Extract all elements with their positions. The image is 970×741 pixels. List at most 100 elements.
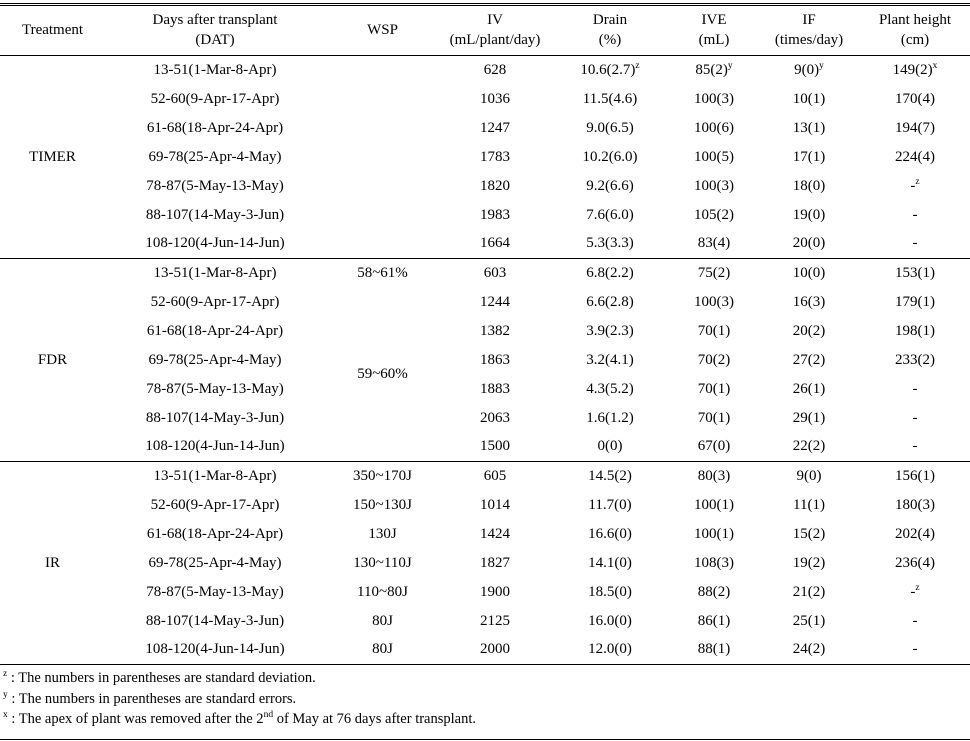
col-header-wsp: WSP (325, 4, 440, 56)
col-header-treatment: Treatment (0, 4, 105, 56)
table-row: 78-87(5-May-13-May) 110~80J 1900 18.5(0) 88(… (0, 578, 970, 607)
plant-height-cell: 202(4) (895, 525, 935, 542)
treatment-data-table: Treatment Days after transplant (DAT) WSP… (0, 3, 970, 665)
col-header-iv: IV (mL/plant/day) (440, 4, 550, 56)
iv-cell: 1247 (480, 119, 510, 136)
ive-cell: 70(2) (697, 351, 731, 368)
header-row: Treatment Days after transplant (DAT) WSP… (0, 4, 970, 56)
ive-cell: 100(1) (694, 525, 734, 542)
iv-cell: 1424 (480, 525, 510, 542)
plant-height-cell: 179(1) (895, 293, 935, 310)
table-row: 52-60(9-Apr-17-Apr) 59~60% 1244 6.6(2.8) 100… (0, 288, 970, 382)
treatment-cell: TIMER (0, 55, 105, 259)
drain-cell: 3.2(4.1) (586, 351, 634, 368)
header-subline: (times/day) (774, 31, 844, 48)
header-subline: (%) (598, 31, 622, 48)
if-cell: 18(0) (792, 177, 826, 194)
iv-cell: 2000 (480, 641, 510, 658)
ive-cell: 70(1) (697, 409, 731, 426)
if-cell: 19(0) (792, 206, 826, 223)
table-row: 69-78(25-Apr-4-May) 1863 3.2(4.1) 70(2) 27(2… (0, 346, 970, 375)
plant-height-cell: 233(2) (895, 351, 935, 368)
treatment-cell: FDR (0, 258, 105, 462)
dat-cell: 61-68(18-Apr-24-Apr) (146, 525, 284, 542)
dat-cell: 61-68(18-Apr-24-Apr) (146, 322, 284, 339)
if-cell: 25(1) (792, 612, 826, 629)
table-row: 78-87(5-May-13-May) 1820 9.2(6.6) 100(3) 18(… (0, 172, 970, 201)
table-row: 78-87(5-May-13-May) 1883 4.3(5.2) 70(1) 26(1… (0, 375, 970, 404)
iv-cell: 605 (440, 461, 550, 491)
dat-cell: 52-60(9-Apr-17-Apr) (150, 90, 280, 107)
dat-cell: 88-107(14-May-3-Jun) (145, 206, 285, 223)
if-cell: 10(1) (792, 90, 826, 107)
plant-height-cell: 194(7) (895, 119, 935, 136)
if-cell: 22(2) (792, 438, 826, 455)
header-subline: (cm) (900, 31, 930, 48)
ive-cell: 100(3) (694, 293, 734, 310)
col-header-if: IF (times/day) (758, 4, 860, 56)
header-line: IV (487, 12, 503, 28)
ive-cell: 105(2) (694, 206, 734, 223)
table-row: 61-68(18-Apr-24-Apr) 1382 3.9(2.3) 70(1) 20(… (0, 317, 970, 346)
dat-cell: 88-107(14-May-3-Jun) (145, 612, 285, 629)
header-line: WSP (367, 21, 398, 38)
table-row: IR 13-51(1-Mar-8-Apr) 350~170J 605 14.5(2) 80… (0, 461, 970, 665)
drain-cell: 6.6(2.8) (586, 293, 634, 310)
col-header-dat: Days after transplant (DAT) (105, 4, 325, 56)
footnotes: z : The numbers in parentheses are stand… (0, 668, 970, 730)
if-cell: 21(2) (792, 583, 826, 600)
dat-cell: 108-120(4-Jun-14-Jun) (145, 438, 285, 455)
wsp-cell: 110~80J (357, 583, 408, 600)
dat-cell: 13-51(1-Mar-8-Apr) (105, 258, 325, 288)
iv-cell: 1783 (480, 148, 510, 165)
table-row: 108-120(4-Jun-14-Jun) 80J 2000 12.0(0) 88(1)… (0, 636, 970, 665)
if-cell: 9(0) (758, 461, 860, 491)
bottom-rule (0, 739, 970, 740)
footnote: x : The apex of plant was removed after … (3, 710, 476, 728)
iv-cell: 1664 (480, 235, 510, 252)
if-cell: 20(2) (792, 322, 826, 339)
treatment-cell: IR (0, 461, 105, 665)
drain-cell: 14.5(2) (550, 461, 670, 491)
plant-height-cell: - (912, 641, 918, 658)
header-subline: (DAT) (195, 31, 235, 48)
ive-cell: 70(1) (697, 322, 731, 339)
ive-cell: 100(3) (694, 90, 734, 107)
table-row: 88-107(14-May-3-Jun) 2063 1.6(1.2) 70(1) 29(… (0, 404, 970, 433)
col-header-ive: IVE (mL) (670, 4, 758, 56)
dat-cell: 13-51(1-Mar-8-Apr) (105, 461, 325, 491)
drain-cell: 1.6(1.2) (586, 409, 634, 426)
drain-cell: 9.2(6.6) (586, 177, 634, 194)
plant-height-cell: 236(4) (895, 554, 935, 571)
ive-cell: 70(1) (697, 380, 731, 397)
ive-cell: 86(1) (697, 612, 731, 629)
wsp-cell: 350~170J (325, 461, 440, 491)
if-cell: 11(1) (793, 496, 825, 513)
drain-cell: 16.6(0) (588, 525, 632, 542)
iv-cell: 1036 (480, 90, 510, 107)
iv-cell: 2125 (480, 612, 510, 629)
iv-cell: 1382 (480, 322, 510, 339)
table-row: TIMER 13-51(1-Mar-8-Apr) 628 10.6(2.7)z 85(2… (0, 55, 970, 259)
iv-cell: 628 (440, 55, 550, 85)
table-row: 69-78(25-Apr-4-May) 1783 10.2(6.0) 100(5) 17… (0, 143, 970, 172)
dat-cell: 69-78(25-Apr-4-May) (148, 351, 282, 368)
iv-cell: 1863 (480, 351, 510, 368)
iv-cell: 1900 (480, 583, 510, 600)
table-row: 88-107(14-May-3-Jun) 1983 7.6(6.0) 105(2) 19… (0, 201, 970, 230)
plant-height-cell: 180(3) (895, 496, 935, 513)
plant-height-cell: 170(4) (895, 90, 935, 107)
iv-cell: 1827 (480, 554, 510, 571)
plant-height-cell: 149(2)x (860, 55, 970, 85)
plant-height-cell: 198(1) (895, 322, 935, 339)
dat-cell: 61-68(18-Apr-24-Apr) (146, 119, 284, 136)
drain-cell: 6.8(2.2) (550, 258, 670, 288)
table-row: 52-60(9-Apr-17-Apr) 1036 11.5(4.6) 100(3) 10… (0, 85, 970, 114)
dat-cell: 52-60(9-Apr-17-Apr) (150, 293, 280, 310)
drain-cell: 5.3(3.3) (586, 235, 634, 252)
dat-cell: 13-51(1-Mar-8-Apr) (105, 55, 325, 85)
ive-cell: 83(4) (697, 235, 731, 252)
header-line: Plant height (878, 12, 952, 28)
dat-cell: 52-60(9-Apr-17-Apr) (150, 496, 280, 513)
drain-cell: 10.2(6.0) (582, 148, 638, 165)
